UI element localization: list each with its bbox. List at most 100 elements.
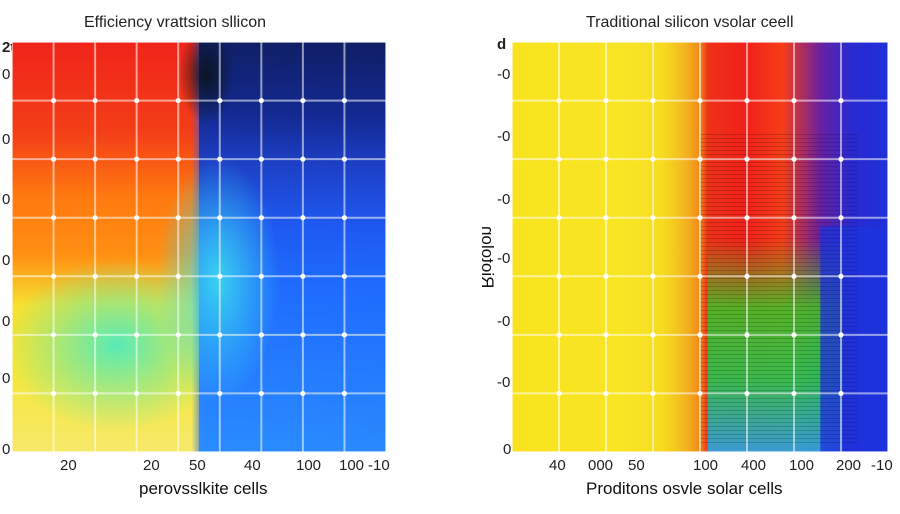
right-xtick: 100 [789, 457, 815, 474]
right-corner-label: d [497, 36, 507, 53]
left-ytick: 0 [2, 252, 11, 269]
right-ytick: -0 [497, 313, 511, 330]
grid-node-dot [791, 332, 797, 338]
grid-node-dot [838, 97, 844, 104]
grid-node-dot [50, 390, 57, 397]
left-xtick: 100 [296, 457, 322, 474]
grid-node-dot [744, 215, 750, 221]
grid-node-dot [603, 390, 609, 397]
right-xtick: 000 [588, 457, 614, 474]
grid-node-dot [603, 156, 609, 162]
grid-node-dot [341, 390, 348, 397]
grid-node-dot [258, 156, 264, 162]
right-ytick: -0 [497, 191, 511, 208]
grid-node-dot [744, 332, 750, 338]
left-heat-dark-overlay [12, 42, 386, 452]
grid-node-dot [556, 97, 562, 104]
grid-node-dot [300, 390, 306, 397]
grid-node-dot [92, 156, 98, 162]
left-ytick: 0 [2, 370, 11, 387]
grid-node-dot [175, 390, 181, 397]
grid-node-dot [300, 273, 306, 279]
grid-node-dot [134, 215, 140, 221]
grid-node-dot [258, 273, 264, 279]
right-chart-title: Traditional silicon vsolar ceell [586, 14, 794, 31]
grid-node-dot [134, 390, 140, 397]
right-ytick: -0 [497, 128, 511, 145]
grid-node-dot [50, 273, 57, 279]
grid-node-dot [341, 273, 348, 279]
right-ytick: -0 [497, 374, 511, 391]
grid-node-dot [556, 156, 562, 162]
grid-node-dot [697, 390, 703, 397]
grid-node-dot [258, 97, 264, 104]
grid-node-dot [556, 273, 562, 279]
grid-node-dot [650, 97, 656, 104]
grid-node-dot [697, 215, 703, 221]
grid-node-dot [697, 332, 703, 338]
grid-node-dot [697, 156, 703, 162]
grid-node-dot [217, 390, 223, 397]
grid-node-dot [258, 215, 264, 221]
right-xtick: 400 [741, 457, 767, 474]
right-heat-streaks [700, 132, 858, 444]
left-ytick: 0 [2, 131, 11, 148]
grid-node-dot [217, 332, 223, 338]
grid-node-dot [791, 156, 797, 162]
grid-node-dot [134, 273, 140, 279]
right-x-axis-label: Proditons osvle solar cells [586, 479, 783, 498]
grid-node-dot [217, 156, 223, 162]
grid-node-dot [92, 273, 98, 279]
grid-node-dot [50, 156, 57, 162]
grid-node-dot [134, 332, 140, 338]
grid-node-dot [341, 215, 348, 221]
grid-node-dot [650, 273, 656, 279]
left-xtick: 20 [60, 457, 77, 474]
grid-node-dot [175, 97, 181, 104]
grid-node-dot [650, 156, 656, 162]
left-xtick: 100 [339, 457, 365, 474]
grid-node-dot [175, 332, 181, 338]
right-xtick: -10 [871, 457, 893, 474]
grid-node-dot [300, 332, 306, 338]
left-ytick: 0 [2, 313, 11, 330]
grid-node-dot [341, 156, 348, 162]
grid-node-dot [556, 390, 562, 397]
grid-node-dot [603, 332, 609, 338]
right-cell-grid [512, 42, 888, 452]
grid-node-dot [300, 215, 306, 221]
grid-node-dot [603, 97, 609, 104]
grid-node-dot [603, 215, 609, 221]
grid-node-dot [50, 332, 57, 338]
grid-node-dot [838, 332, 844, 338]
right-ytick: -0 [497, 250, 511, 267]
left-ytick: 0 [2, 191, 11, 208]
grid-node-dot [556, 215, 562, 221]
left-xtick: -10 [368, 457, 390, 474]
left-x-axis-label: perovsslkite cells [139, 479, 268, 498]
grid-node-dot [791, 390, 797, 397]
left-xtick: 20 [143, 457, 160, 474]
left-ytick: 0 [2, 441, 11, 458]
grid-node-dot [175, 273, 181, 279]
grid-node-dot [838, 390, 844, 397]
grid-node-dot [300, 156, 306, 162]
grid-node-dot [258, 390, 264, 397]
grid-node-dot [650, 332, 656, 338]
grid-node-dot [92, 215, 98, 221]
grid-node-dot [341, 332, 348, 338]
right-ytick: 0 [503, 441, 512, 458]
grid-node-dot [650, 390, 656, 397]
grid-node-dot [50, 97, 57, 104]
grid-node-dot [744, 156, 750, 162]
grid-node-dot [791, 273, 797, 279]
right-xtick: 50 [628, 457, 645, 474]
grid-node-dot [744, 390, 750, 397]
left-heatmap [12, 42, 386, 452]
right-heat-blue-right [820, 226, 888, 452]
grid-node-dot [603, 273, 609, 279]
right-xtick: 100 [693, 457, 719, 474]
grid-node-dot [300, 97, 306, 104]
grid-node-dot [838, 156, 844, 162]
grid-node-dot [92, 390, 98, 397]
